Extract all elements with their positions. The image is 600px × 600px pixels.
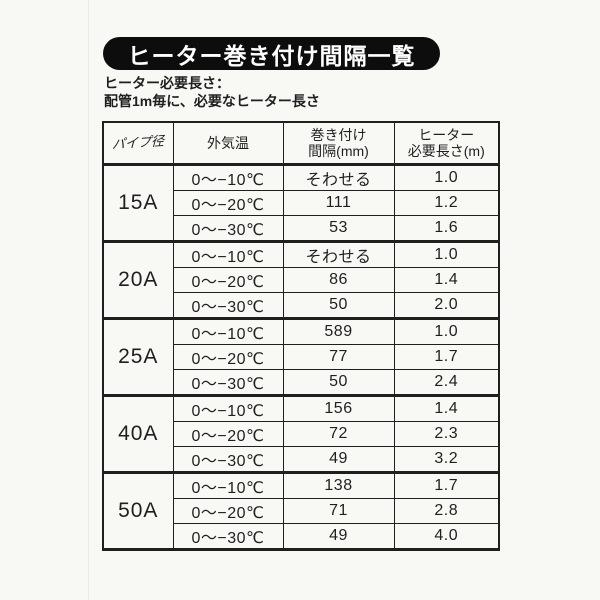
scan-edge-artifact bbox=[88, 0, 89, 600]
subtitle: ヒーター必要長さ： 配管1m毎に、必要なヒーター長さ bbox=[104, 74, 320, 110]
interval-cell: 71 bbox=[282, 497, 395, 524]
interval-cell: そわせる bbox=[282, 240, 395, 268]
temp-cell: 0～−20℃ bbox=[172, 343, 284, 370]
interval-cell: 50 bbox=[282, 368, 395, 397]
table-row: 0～−30℃ 53 1.6 bbox=[103, 214, 500, 243]
interval-cell: 138 bbox=[282, 471, 395, 499]
subtitle-line-2: 配管1m毎に、必要なヒーター長さ bbox=[104, 93, 320, 109]
table-row: 40A 0～−10℃ 156 1.4 bbox=[102, 394, 500, 474]
temp-cell: 0～−10℃ bbox=[172, 163, 284, 191]
temp-cell: 0～−10℃ bbox=[172, 394, 284, 422]
page-title: ヒーター巻き付け間隔一覧 bbox=[103, 37, 440, 70]
pipe-size-cell-50a: 50A bbox=[102, 471, 174, 551]
table-row: 0～−30℃ 50 2.4 bbox=[103, 368, 500, 397]
length-cell: 1.0 bbox=[393, 317, 500, 345]
temp-cell: 0～−30℃ bbox=[172, 291, 284, 320]
length-cell: 1.6 bbox=[393, 214, 500, 243]
temp-cell: 0～−10℃ bbox=[172, 317, 284, 345]
table-row: 20A 0～−10℃ そわせる 1.0 bbox=[102, 240, 500, 320]
interval-cell: 156 bbox=[282, 394, 395, 422]
temp-cell: 0～−30℃ bbox=[172, 522, 284, 551]
interval-cell: 72 bbox=[282, 420, 395, 447]
header-outside-temp: 外気温 bbox=[172, 121, 284, 166]
interval-cell: 77 bbox=[282, 343, 395, 370]
temp-cell: 0～−30℃ bbox=[172, 214, 284, 243]
header-pipe-diameter: パイプ径 bbox=[102, 121, 174, 166]
table-header-row: パイプ径 外気温 巻き付け 間隔(mm) ヒーター 必要長さ(m) bbox=[102, 121, 500, 166]
length-cell: 1.7 bbox=[393, 343, 500, 370]
temp-cell: 0～−10℃ bbox=[172, 240, 284, 268]
temp-cell: 0～−20℃ bbox=[172, 189, 284, 216]
length-cell: 3.2 bbox=[393, 445, 500, 474]
pipe-size-cell-15a: 15A bbox=[102, 163, 174, 243]
interval-cell: 49 bbox=[282, 445, 395, 474]
header-pipe-diameter-label: パイプ径 bbox=[112, 133, 165, 153]
temp-cell: 0～−20℃ bbox=[172, 497, 284, 524]
length-cell: 1.4 bbox=[393, 266, 500, 293]
interval-cell: 50 bbox=[282, 291, 395, 320]
header-wrap-interval: 巻き付け 間隔(mm) bbox=[282, 121, 395, 166]
header-wrap-interval-line2: 間隔(mm) bbox=[308, 142, 369, 159]
length-cell: 2.4 bbox=[393, 368, 500, 397]
header-required-length-line1: ヒーター bbox=[418, 126, 475, 143]
table-row: 0～−30℃ 49 3.2 bbox=[103, 445, 500, 474]
length-cell: 1.2 bbox=[393, 189, 500, 216]
interval-cell: 111 bbox=[282, 189, 395, 216]
table-row: 0～−20℃ 72 2.3 bbox=[103, 420, 500, 447]
header-wrap-interval-line1: 巻き付け bbox=[310, 126, 367, 143]
table-row: 25A 0～−10℃ 589 1.0 bbox=[102, 317, 500, 397]
length-cell: 2.0 bbox=[393, 291, 500, 320]
heater-interval-table: パイプ径 外気温 巻き付け 間隔(mm) ヒーター 必要長さ(m) 15A 0～… bbox=[102, 121, 500, 551]
pipe-size-cell-20a: 20A bbox=[102, 240, 174, 320]
table-row: 0～−30℃ 49 4.0 bbox=[103, 522, 500, 551]
length-cell: 4.0 bbox=[393, 522, 500, 551]
temp-cell: 0～−30℃ bbox=[172, 368, 284, 397]
subtitle-line-1: ヒーター必要長さ： bbox=[104, 75, 230, 91]
interval-cell: そわせる bbox=[282, 163, 395, 191]
table-row: 0～−20℃ 111 1.2 bbox=[103, 189, 500, 216]
header-required-length: ヒーター 必要長さ(m) bbox=[393, 121, 500, 166]
temp-cell: 0～−20℃ bbox=[172, 266, 284, 293]
length-cell: 1.0 bbox=[393, 240, 500, 268]
length-cell: 2.8 bbox=[393, 497, 500, 524]
table-row: 15A 0～−10℃ そわせる 1.0 bbox=[102, 163, 500, 243]
interval-cell: 53 bbox=[282, 214, 395, 243]
length-cell: 1.0 bbox=[393, 163, 500, 191]
header-required-length-line2: 必要長さ(m) bbox=[407, 142, 485, 159]
table-row: 0～−20℃ 77 1.7 bbox=[103, 343, 500, 370]
page-title-text: ヒーター巻き付け間隔一覧 bbox=[127, 42, 416, 69]
interval-cell: 86 bbox=[282, 266, 395, 293]
temp-cell: 0～−30℃ bbox=[172, 445, 284, 474]
temp-cell: 0～−10℃ bbox=[172, 471, 284, 499]
interval-cell: 49 bbox=[282, 522, 395, 551]
pipe-size-cell-40a: 40A bbox=[102, 394, 174, 474]
table-row: 0～−20℃ 71 2.8 bbox=[103, 497, 500, 524]
length-cell: 2.3 bbox=[393, 420, 500, 447]
temp-cell: 0～−20℃ bbox=[172, 420, 284, 447]
table-row: 50A 0～−10℃ 138 1.7 bbox=[102, 471, 500, 551]
length-cell: 1.7 bbox=[393, 471, 500, 499]
table-row: 0～−20℃ 86 1.4 bbox=[103, 266, 500, 293]
table-row: 0～−30℃ 50 2.0 bbox=[103, 291, 500, 320]
pipe-size-cell-25a: 25A bbox=[102, 317, 174, 397]
interval-cell: 589 bbox=[282, 317, 395, 345]
length-cell: 1.4 bbox=[393, 394, 500, 422]
